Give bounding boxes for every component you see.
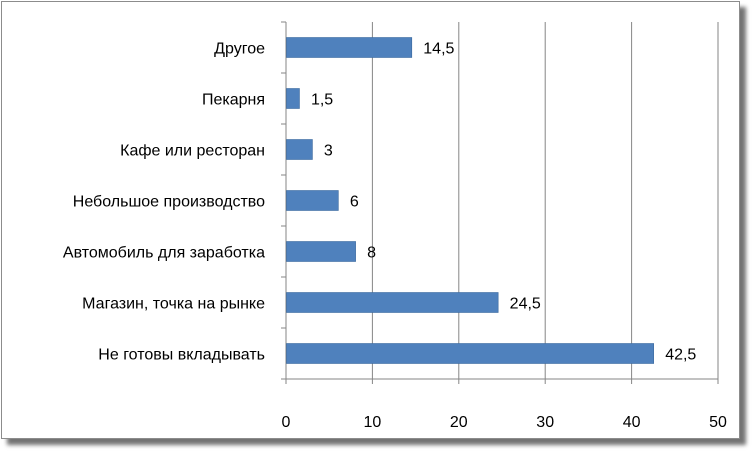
category-label: Магазин, точка на рынке [82, 296, 265, 313]
data-label: 1,5 [311, 92, 333, 109]
bar [286, 343, 655, 364]
x-tick-label: 20 [450, 414, 468, 431]
x-tick-label: 10 [364, 414, 382, 431]
bar [286, 292, 499, 313]
bar-chart: 0 10 20 30 40 50 Другое 14,5 Пекарня 1,5 Кафе или … [63, 21, 727, 432]
x-tick-label: 30 [536, 414, 554, 431]
category-label: Другое [214, 41, 265, 58]
data-label: 14,5 [423, 41, 454, 58]
category-label: Пекарня [202, 92, 265, 109]
bar [286, 139, 313, 160]
x-tick-label: 40 [623, 414, 641, 431]
data-label: 3 [324, 143, 333, 160]
labels: 0 10 20 30 40 50 Другое 14,5 Пекарня 1,5 Кафе или … [63, 41, 727, 432]
x-tick-label: 50 [709, 414, 727, 431]
bars [286, 37, 655, 364]
bar [286, 37, 413, 58]
category-label: Небольшое производство [73, 194, 265, 211]
category-label: Кафе или ресторан [120, 143, 265, 160]
data-label: 8 [367, 245, 376, 262]
gridlines [371, 22, 719, 379]
bar [286, 241, 356, 262]
axes [281, 21, 719, 384]
bar [286, 190, 339, 211]
bar [286, 88, 300, 109]
chart-frame: 0 10 20 30 40 50 Другое 14,5 Пекарня 1,5 Кафе или … [1, 1, 740, 439]
data-label: 24,5 [510, 296, 541, 313]
category-label: Не готовы вкладывать [98, 347, 265, 364]
data-label: 6 [350, 194, 359, 211]
x-tick-label: 0 [282, 414, 291, 431]
category-label: Автомобиль для заработка [63, 245, 265, 262]
data-label: 42,5 [665, 347, 696, 364]
